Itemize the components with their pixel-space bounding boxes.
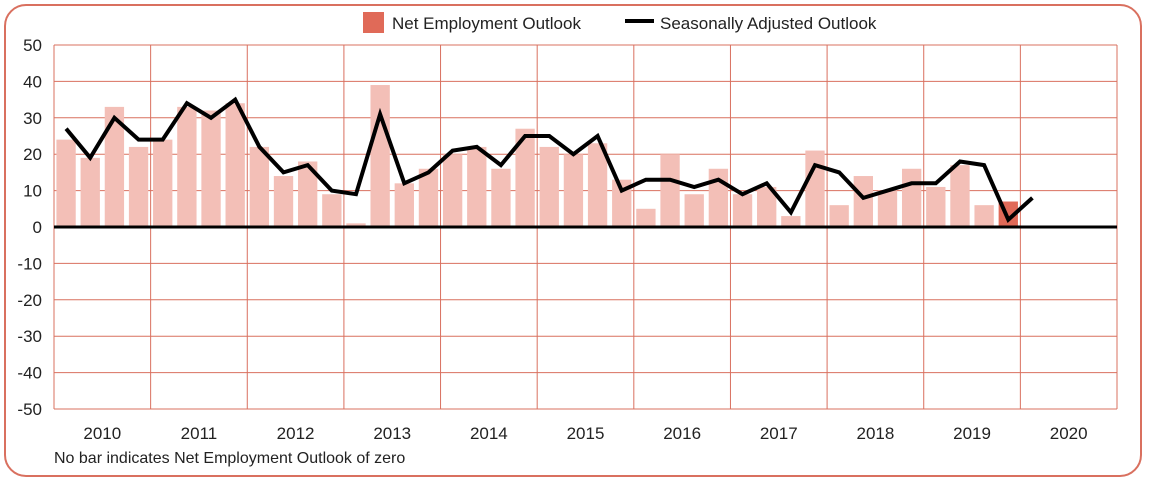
y-tick-label: 10	[23, 182, 42, 201]
legend-swatch-bar	[363, 12, 384, 33]
legend-label-line: Seasonally Adjusted Outlook	[660, 14, 877, 33]
bar	[805, 150, 825, 227]
bar	[732, 194, 753, 227]
bar	[684, 194, 704, 227]
bar	[153, 139, 173, 227]
x-tick-label: 2011	[181, 424, 218, 443]
y-tick-label: -20	[17, 291, 42, 310]
y-tick-label: 30	[23, 109, 42, 128]
x-tick-label: 2020	[1050, 424, 1088, 443]
bar	[322, 194, 342, 227]
y-tick-label: -40	[17, 364, 42, 383]
chart-frame	[4, 4, 1142, 477]
x-tick-label: 2010	[83, 424, 121, 443]
x-tick-label: 2016	[663, 424, 701, 443]
bar	[974, 205, 994, 227]
bar	[346, 223, 366, 227]
bar	[418, 168, 439, 227]
bar	[539, 146, 559, 227]
legend: Net Employment Outlook Seasonally Adjust…	[363, 12, 877, 33]
bar	[636, 208, 656, 227]
y-tick-label: -50	[17, 400, 42, 419]
chart-note: No bar indicates Net Employment Outlook …	[54, 450, 405, 467]
bar	[926, 186, 946, 227]
bar	[491, 168, 511, 227]
bar	[104, 106, 125, 227]
line-series	[64, 96, 1034, 224]
x-tick-label: 2017	[760, 424, 798, 443]
x-tick-label: 2018	[856, 424, 894, 443]
legend-label-bar: Net Employment Outlook	[392, 14, 581, 33]
y-tick-label: 50	[23, 36, 42, 55]
x-tick-label: 2019	[953, 424, 991, 443]
x-tick-label: 2012	[277, 424, 315, 443]
x-axis-ticks: 2010 2011 2012 2013 2014 2015 2016 2017 2018 2019…	[83, 424, 1087, 443]
bar	[467, 146, 487, 227]
bar	[442, 154, 463, 227]
y-tick-label: 0	[33, 218, 42, 237]
bar	[587, 143, 608, 227]
bar	[950, 165, 970, 227]
y-tick-label: -10	[17, 254, 42, 273]
bar	[515, 128, 535, 227]
y-axis-ticks: 50 40 30 20 10 0 -10 -20 -30 -40 -50	[17, 36, 42, 419]
bar	[298, 161, 318, 227]
bar	[394, 183, 414, 227]
bar	[128, 146, 149, 227]
bar	[901, 168, 922, 227]
seasonally-adjusted-line	[64, 96, 1034, 224]
bar	[877, 190, 898, 227]
bar	[177, 106, 197, 227]
bar	[781, 216, 801, 227]
y-tick-label: 20	[23, 145, 42, 164]
bar	[201, 110, 221, 227]
bar	[225, 103, 245, 227]
bar	[853, 176, 873, 227]
bar	[612, 179, 632, 227]
bar	[829, 205, 849, 227]
bar	[563, 154, 584, 227]
bar	[660, 154, 680, 227]
bar	[757, 186, 777, 227]
y-tick-label: 40	[23, 72, 42, 91]
bar	[56, 139, 76, 227]
x-tick-label: 2014	[470, 424, 508, 443]
bar	[80, 157, 100, 227]
x-tick-label: 2013	[373, 424, 411, 443]
y-tick-label: -30	[17, 327, 42, 346]
bar	[708, 168, 729, 227]
x-tick-label: 2015	[567, 424, 605, 443]
bar	[249, 146, 270, 227]
bar	[370, 85, 390, 227]
bar	[273, 176, 294, 227]
